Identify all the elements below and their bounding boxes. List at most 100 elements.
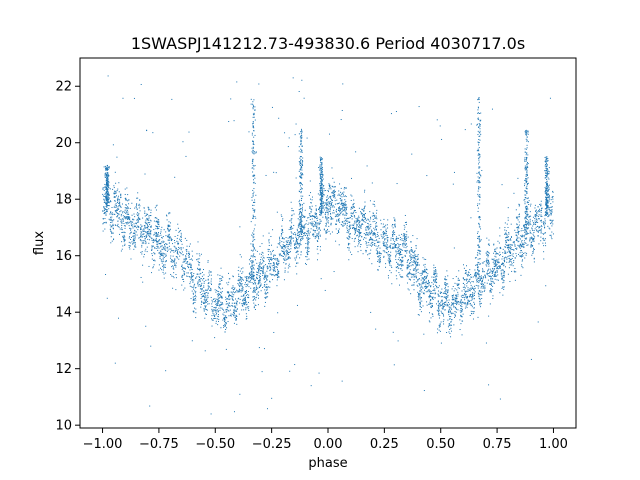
data-point [335, 214, 337, 216]
data-point [388, 261, 390, 263]
data-point [359, 233, 361, 235]
data-point [525, 254, 527, 256]
data-point [184, 271, 186, 273]
data-point [145, 243, 147, 245]
data-point [335, 215, 337, 217]
data-point [449, 329, 451, 331]
data-point [480, 306, 482, 308]
data-point [460, 295, 462, 297]
data-point [392, 227, 394, 229]
data-point [517, 232, 519, 234]
data-point [170, 255, 172, 257]
data-point [475, 264, 477, 266]
data-point [417, 314, 419, 316]
data-point [530, 224, 532, 226]
data-point [257, 287, 259, 289]
data-point [387, 251, 389, 253]
data-point [413, 274, 414, 276]
data-point [307, 251, 309, 253]
data-point [426, 275, 428, 277]
data-point [265, 264, 267, 266]
data-point [172, 261, 174, 263]
data-point [424, 268, 426, 270]
data-point [376, 239, 378, 241]
data-point [220, 296, 222, 298]
data-point [402, 245, 404, 247]
data-point [220, 267, 222, 269]
data-point [551, 211, 553, 213]
data-point [444, 304, 446, 306]
data-point [512, 255, 514, 257]
data-point [537, 218, 539, 220]
data-point [142, 240, 144, 242]
data-point [453, 305, 455, 307]
data-point [323, 204, 325, 206]
data-point [141, 242, 143, 244]
data-point [289, 220, 291, 222]
data-point [517, 253, 519, 255]
data-point [264, 293, 266, 295]
data-point [346, 228, 348, 230]
data-point [354, 220, 356, 222]
data-point [317, 233, 319, 235]
data-point [434, 293, 436, 295]
data-point [326, 196, 328, 198]
data-point [426, 276, 428, 278]
data-point [188, 253, 190, 255]
data-point [410, 276, 412, 278]
data-point [386, 247, 388, 249]
data-point [160, 250, 162, 252]
data-point [348, 226, 350, 228]
data-point [532, 252, 534, 254]
data-point [420, 311, 422, 313]
data-point [225, 296, 227, 298]
data-point [175, 264, 177, 266]
data-point [516, 224, 518, 226]
data-point [435, 277, 437, 279]
data-point [141, 244, 143, 246]
data-point [341, 196, 343, 198]
data-point [416, 284, 418, 286]
data-point [480, 279, 482, 281]
data-point [343, 224, 345, 226]
data-point [420, 288, 422, 290]
data-point [434, 288, 436, 290]
data-point [165, 266, 167, 268]
data-point [457, 291, 459, 293]
data-point [236, 302, 238, 304]
data-point [110, 242, 112, 244]
data-point [326, 208, 328, 210]
data-point [150, 226, 152, 228]
data-point [397, 242, 399, 244]
data-point [457, 287, 459, 289]
data-point [269, 269, 271, 271]
data-point [529, 216, 531, 218]
data-point [232, 305, 234, 307]
data-point [140, 231, 142, 233]
data-point [311, 221, 313, 223]
data-point [509, 281, 511, 283]
data-point [311, 196, 313, 198]
data-point [283, 248, 285, 250]
data-point [487, 256, 489, 258]
data-point [419, 309, 421, 311]
data-point [448, 299, 450, 301]
data-point [425, 291, 427, 293]
data-point [495, 265, 497, 267]
data-point [179, 238, 181, 240]
data-point [524, 228, 526, 230]
data-point [238, 297, 240, 299]
data-point [544, 215, 546, 217]
data-point [532, 225, 534, 227]
data-point [136, 218, 138, 220]
data-point [376, 218, 378, 220]
data-point [173, 260, 175, 262]
data-point [112, 225, 114, 227]
data-point [338, 213, 340, 215]
data-point [303, 215, 305, 217]
data-point [130, 237, 132, 238]
data-point [270, 252, 272, 254]
data-point [213, 313, 215, 315]
data-point [224, 319, 226, 321]
data-point [228, 310, 230, 312]
